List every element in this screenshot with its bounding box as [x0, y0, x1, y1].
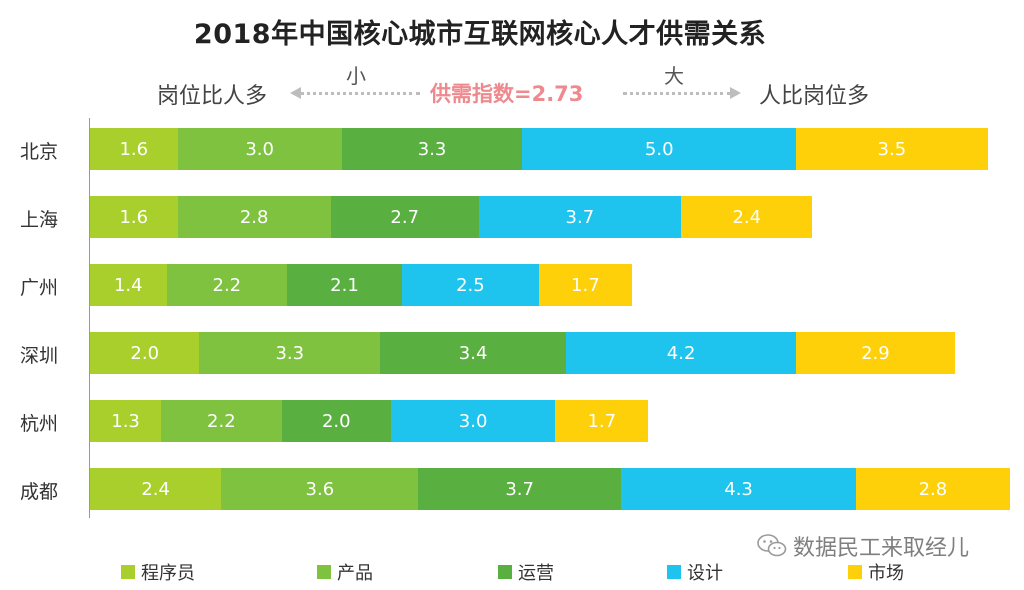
bar-segment: 2.1	[287, 264, 402, 306]
bar-value-label: 2.0	[321, 410, 351, 432]
bar-value-label: 3.7	[565, 206, 595, 228]
category-label: 深圳	[20, 345, 59, 367]
legend-swatch	[317, 565, 331, 579]
right-arrow-head-icon	[730, 87, 741, 99]
bar-segment: 1.6	[90, 128, 178, 170]
bar-value-label: 3.3	[417, 138, 447, 160]
bar-segment: 3.3	[341, 128, 523, 170]
legend-swatch	[121, 565, 135, 579]
bar-segment: 3.0	[391, 400, 556, 442]
wechat-icon	[757, 534, 787, 557]
legend-label: 市场	[868, 563, 904, 584]
bar-segment: 2.5	[401, 264, 539, 306]
bar-value-label: 1.6	[119, 206, 149, 228]
bar-value-label: 2.4	[141, 478, 170, 500]
legend-item: 产品	[317, 559, 373, 585]
bar-value-label: 1.6	[119, 138, 149, 160]
bar-segment: 3.6	[221, 468, 419, 510]
bar-segment: 2.7	[330, 196, 479, 238]
bar-segment: 2.4	[90, 468, 222, 510]
bar-segment: 4.3	[620, 468, 857, 510]
large-label: 大	[664, 64, 684, 88]
bar-value-label: 3.3	[275, 342, 305, 364]
legend-item: 程序员	[121, 559, 195, 585]
legend-label: 程序员	[141, 563, 195, 584]
bar-segment: 1.7	[538, 264, 632, 306]
bar-value-label: 3.0	[458, 410, 488, 432]
chart-title: 2018年中国核心城市互联网核心人才供需关系	[193, 19, 767, 50]
bar-segment: 1.7	[555, 400, 649, 442]
bar-value-label: 3.4	[458, 342, 488, 364]
bar-value-label: 4.2	[666, 342, 696, 364]
left-arrow-head-icon	[290, 87, 301, 99]
bar-value-label: 3.7	[505, 478, 534, 500]
supply-demand-index: 供需指数=2.73	[430, 82, 584, 106]
legend-label: 运营	[518, 563, 554, 584]
right-scale-label: 人比岗位多	[759, 84, 870, 109]
category-label: 上海	[20, 209, 59, 231]
bar-segment: 2.2	[166, 264, 288, 306]
bar-segment: 3.3	[199, 332, 381, 374]
bar-segment: 1.6	[90, 196, 178, 238]
legend-item: 市场	[848, 559, 904, 585]
bar-value-label: 2.7	[390, 206, 420, 228]
bar-value-label: 2.2	[207, 410, 236, 432]
category-label: 广州	[20, 277, 59, 299]
category-label: 北京	[20, 141, 59, 163]
bar-segment: 3.7	[478, 196, 682, 238]
category-axis	[89, 118, 90, 518]
bar-value-label: 2.8	[239, 206, 269, 228]
bar-segment: 2.0	[281, 400, 392, 442]
left-scale-label: 岗位比人多	[157, 84, 268, 109]
bar-value-label: 2.4	[732, 206, 762, 228]
legend-label: 设计	[687, 563, 723, 584]
bar-value-label: 2.2	[212, 274, 242, 296]
bar-value-label: 2.1	[330, 274, 359, 296]
bar-value-label: 3.0	[245, 138, 274, 160]
legend-item: 运营	[498, 559, 554, 585]
bar-segment: 2.2	[161, 400, 282, 442]
bar-segment: 4.2	[566, 332, 797, 374]
bar-segment: 2.0	[90, 332, 200, 374]
bar-segment: 2.8	[177, 196, 331, 238]
bar-segment: 2.8	[856, 468, 1010, 510]
bar-value-label: 3.6	[305, 478, 335, 500]
bar-segment: 3.0	[177, 128, 342, 170]
bar-segment: 3.7	[418, 468, 621, 510]
bar-value-label: 1.7	[587, 410, 617, 432]
bar-value-label: 2.5	[456, 274, 485, 296]
left-arrow-line	[300, 92, 420, 95]
bar-value-label: 2.0	[130, 342, 160, 364]
legend-label: 产品	[337, 563, 373, 584]
watermark-text: 数据民工来取经儿	[793, 536, 970, 561]
bar-value-label: 1.7	[571, 274, 600, 296]
legend-swatch	[498, 565, 512, 579]
bar-segment: 1.3	[90, 400, 162, 442]
bar-value-label: 5.0	[644, 138, 674, 160]
category-label: 杭州	[20, 413, 59, 435]
bar-segment: 2.9	[796, 332, 955, 374]
category-label: 成都	[20, 481, 59, 503]
bar-value-label: 3.5	[877, 138, 907, 160]
bar-segment: 5.0	[522, 128, 797, 170]
right-arrow-line	[623, 92, 731, 95]
bar-value-label: 1.3	[111, 410, 140, 432]
bar-value-label: 4.3	[724, 478, 753, 500]
small-label: 小	[346, 64, 366, 88]
bar-value-label: 2.8	[918, 478, 948, 500]
legend-item: 设计	[667, 559, 723, 585]
bar-value-label: 2.9	[861, 342, 890, 364]
bar-segment: 1.4	[90, 264, 167, 306]
bar-segment: 3.4	[380, 332, 567, 374]
bar-segment: 2.4	[681, 196, 813, 238]
bar-value-label: 1.4	[113, 274, 143, 296]
legend-swatch	[667, 565, 681, 579]
bar-segment: 3.5	[796, 128, 988, 170]
legend-swatch	[848, 565, 862, 579]
watermark: 数据民工来取经儿	[757, 530, 969, 562]
